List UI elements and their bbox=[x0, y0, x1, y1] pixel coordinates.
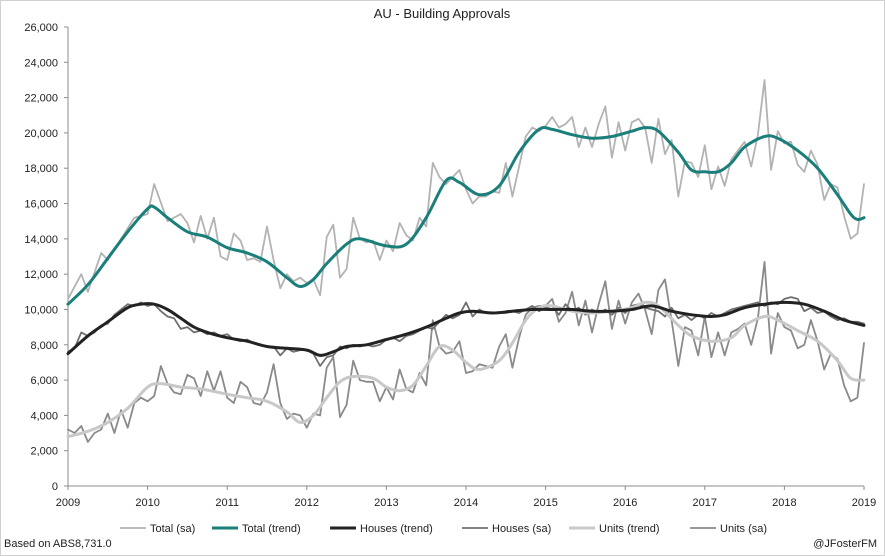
axes: 0 2,000 4,000 6,000 8,000 10,000 12,000 14,000 1… bbox=[24, 22, 876, 509]
y-tick-label: 26,000 bbox=[24, 22, 58, 34]
chart-title: AU - Building Approvals bbox=[374, 6, 511, 21]
series-line-total-trend bbox=[66, 126, 866, 306]
y-tick-label: 12,000 bbox=[24, 269, 58, 281]
x-tick-label: 2014 bbox=[454, 497, 478, 509]
y-tick-label: 24,000 bbox=[24, 57, 58, 69]
series-line-total-sa bbox=[67, 79, 865, 300]
legend-label-units-trend: Units (trend) bbox=[599, 523, 660, 535]
x-tick-label: 2016 bbox=[613, 497, 637, 509]
y-tick-label: 6,000 bbox=[30, 375, 58, 387]
legend-label-total-trend: Total (trend) bbox=[242, 523, 301, 535]
x-tick-label: 2017 bbox=[693, 497, 717, 509]
legend: Total (sa) Total (trend) Houses (trend) Hou… bbox=[120, 523, 767, 535]
series-line-units-sa bbox=[67, 260, 865, 443]
series-layer bbox=[66, 79, 866, 443]
y-tick-label: 10,000 bbox=[24, 304, 58, 316]
y-tick-label: 2,000 bbox=[30, 446, 58, 458]
y-tick-label: 20,000 bbox=[24, 128, 58, 140]
x-tick-label: 2012 bbox=[295, 497, 319, 509]
legend-label-houses-sa: Houses (sa) bbox=[492, 523, 551, 535]
y-tick-label: 22,000 bbox=[24, 93, 58, 105]
legend-label-total-sa: Total (sa) bbox=[150, 523, 195, 535]
x-tick-label: 2015 bbox=[533, 497, 557, 509]
y-tick-label: 0 bbox=[52, 481, 58, 493]
legend-label-houses-trend: Houses (trend) bbox=[360, 523, 433, 535]
y-tick-label: 4,000 bbox=[30, 410, 58, 422]
x-tick-label: 2011 bbox=[215, 497, 239, 509]
x-tick-label: 2019 bbox=[852, 497, 876, 509]
series-line-units-trend bbox=[66, 300, 866, 439]
y-tick-label: 16,000 bbox=[24, 199, 58, 211]
x-tick-label: 2018 bbox=[772, 497, 796, 509]
series-line-houses-trend bbox=[66, 300, 866, 357]
y-tick-label: 14,000 bbox=[24, 234, 58, 246]
y-tick-label: 8,000 bbox=[30, 340, 58, 352]
source-note: Based on ABS8,731.0 bbox=[4, 538, 112, 550]
x-tick-label: 2013 bbox=[374, 497, 398, 509]
y-tick-label: 18,000 bbox=[24, 163, 58, 175]
author-handle: @JFosterFM bbox=[813, 538, 877, 550]
x-tick-label: 2009 bbox=[56, 497, 80, 509]
x-tick-label: 2010 bbox=[135, 497, 159, 509]
legend-label-units-sa: Units (sa) bbox=[720, 523, 767, 535]
